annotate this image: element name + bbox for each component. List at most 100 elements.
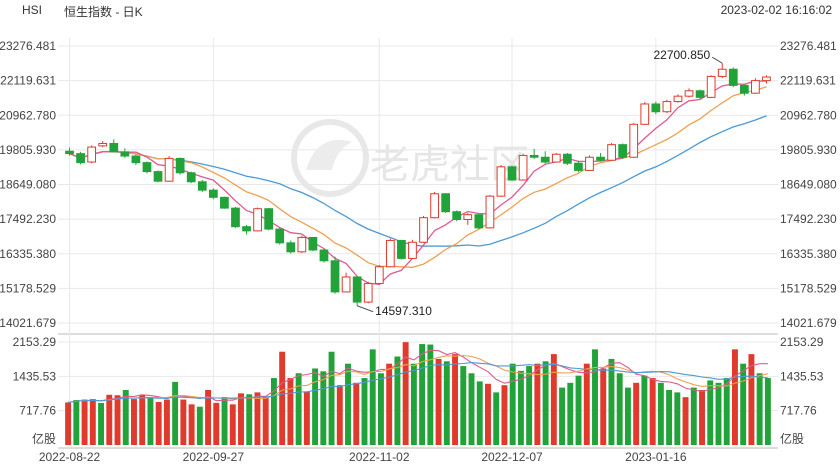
volume-bar	[493, 392, 500, 445]
volume-tick-right: 717.76	[780, 404, 817, 418]
candle-body	[562, 153, 572, 164]
symbol-label[interactable]: HSI	[22, 3, 43, 17]
volume-bar	[345, 363, 351, 445]
candle	[596, 153, 605, 162]
ma20-line	[69, 115, 767, 247]
candle	[408, 239, 417, 259]
candle-body	[253, 208, 262, 232]
volume-bar	[131, 399, 137, 445]
candle	[441, 193, 451, 213]
volume-bar	[221, 397, 228, 445]
candle	[220, 196, 229, 209]
candle	[186, 171, 196, 183]
volume-bar	[328, 351, 335, 445]
candle-body	[297, 236, 307, 253]
volume-bar	[501, 385, 508, 445]
candle-body	[286, 242, 296, 253]
timestamp: 2023-02-02 16:16:02	[720, 3, 832, 17]
volume-bar	[81, 399, 88, 445]
volume-bar	[592, 349, 598, 445]
volume-bar	[262, 397, 269, 445]
volume-unit-right: 亿股	[780, 431, 804, 446]
candle	[518, 153, 528, 181]
candle	[485, 194, 495, 229]
candle-body	[120, 151, 130, 157]
volume-bar	[542, 361, 549, 445]
candle	[175, 157, 185, 175]
volume-bar	[616, 373, 623, 445]
candle-body	[629, 123, 639, 158]
volume-bar	[517, 370, 524, 445]
volume-bar	[657, 382, 664, 445]
candle-body	[374, 266, 384, 285]
candle	[120, 148, 130, 158]
volume-bar	[526, 366, 533, 445]
candle	[297, 235, 307, 254]
candle-body	[385, 239, 395, 268]
volume-ma-polyline	[68, 349, 768, 403]
volume-bar	[748, 354, 755, 445]
volume-bar	[229, 404, 236, 445]
volume-bar	[155, 401, 162, 445]
price-axis-left: 23276.481 22119.631 20962.780 19805.930 1864…	[0, 39, 56, 330]
candle	[540, 151, 550, 164]
volume-ma-polyline	[68, 354, 769, 403]
volume-bar	[723, 378, 730, 445]
high-annotation: 22700.850	[653, 48, 710, 62]
candle	[585, 155, 594, 172]
volume-bar	[394, 356, 401, 445]
candle-body	[430, 193, 439, 219]
candle	[629, 123, 639, 158]
volume-bar	[238, 393, 244, 445]
volume-axis: 2153.29 2153.29 1435.53 1435.53 717.76 717.76…	[13, 335, 824, 446]
volume-bar	[270, 378, 277, 445]
candle-body	[507, 166, 517, 181]
candle	[87, 145, 97, 164]
candle	[264, 208, 274, 231]
volume-bar	[608, 358, 615, 445]
volume-ma-lines	[68, 349, 769, 403]
price-tick-right: 14021.679	[780, 316, 837, 330]
volume-bar	[485, 383, 491, 445]
volume-bar	[740, 363, 747, 445]
candle-body	[153, 171, 163, 182]
price-tick-left: 23276.481	[0, 39, 56, 53]
price-tick-left: 17492.230	[0, 212, 56, 226]
candle-body	[220, 196, 229, 209]
candle	[762, 75, 771, 84]
candle	[529, 148, 539, 160]
volume-bar	[303, 391, 310, 445]
price-tick-left: 14021.679	[0, 316, 56, 330]
price-annotations: 22700.850 14597.310	[356, 48, 723, 318]
volume-bar	[163, 399, 170, 445]
candle	[419, 215, 428, 243]
candle-body	[574, 162, 583, 171]
price-tick-left: 22119.631	[0, 74, 56, 88]
candle	[452, 210, 462, 222]
candle-body	[474, 214, 484, 229]
candle	[109, 139, 119, 153]
candle	[474, 214, 484, 230]
candle	[651, 101, 661, 115]
date-tick: 2023-01-16	[625, 450, 687, 464]
chart-header: HSI 恒生指数 - 日K 2023-02-02 16:16:02	[0, 0, 840, 20]
volume-bar	[320, 371, 327, 445]
candle	[728, 67, 738, 88]
candle-body	[264, 208, 274, 230]
candle-body	[109, 142, 119, 153]
candle	[319, 248, 329, 263]
index-name[interactable]: 恒生指数 - 日K	[64, 5, 143, 19]
volume-bar	[476, 381, 483, 445]
volume-bar	[73, 400, 80, 445]
candle-body	[651, 103, 661, 113]
candle	[352, 276, 362, 306]
candle-body	[231, 207, 240, 228]
volume-bar	[509, 363, 516, 445]
candle-body	[585, 156, 594, 171]
date-tick: 2022-08-22	[39, 450, 101, 464]
candle	[695, 89, 705, 100]
candle-body	[76, 153, 85, 164]
candle-body	[529, 154, 539, 158]
candle	[330, 256, 340, 294]
